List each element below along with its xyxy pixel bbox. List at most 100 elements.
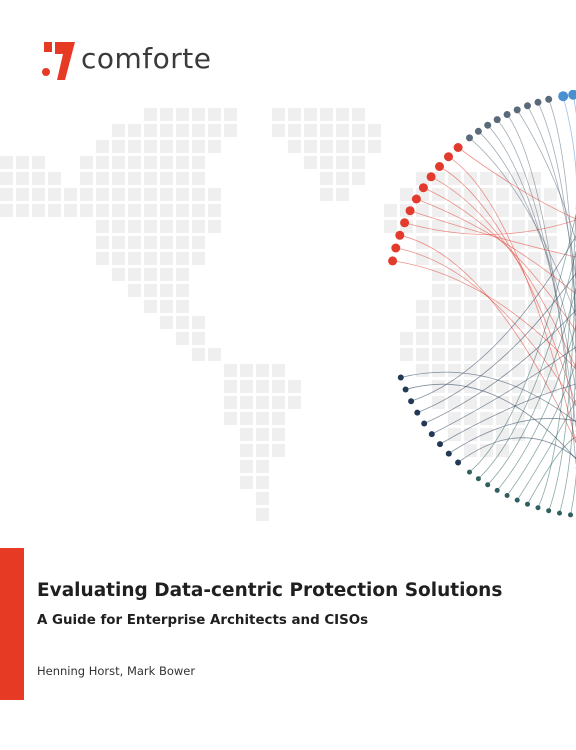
network-link bbox=[570, 325, 576, 515]
map-tile bbox=[144, 188, 157, 201]
map-tile bbox=[48, 204, 61, 217]
network-node bbox=[474, 127, 482, 135]
map-tile bbox=[336, 172, 349, 185]
network-node bbox=[493, 116, 501, 124]
map-tile bbox=[144, 140, 157, 153]
document-subtitle: A Guide for Enterprise Architects and CI… bbox=[37, 613, 369, 628]
map-tile bbox=[208, 108, 221, 121]
map-tile bbox=[480, 172, 493, 185]
network-node bbox=[504, 493, 510, 498]
map-tile bbox=[160, 188, 173, 201]
map-tile bbox=[448, 396, 461, 409]
map-tile bbox=[480, 380, 493, 393]
map-tile bbox=[192, 108, 205, 121]
map-tile bbox=[496, 188, 509, 201]
map-tile bbox=[192, 124, 205, 137]
accent-bar bbox=[0, 548, 24, 700]
network-node bbox=[426, 172, 436, 182]
map-tile bbox=[384, 204, 397, 217]
map-tile bbox=[480, 188, 493, 201]
map-tile bbox=[432, 236, 445, 249]
map-tile bbox=[368, 140, 381, 153]
map-tile bbox=[448, 252, 461, 265]
map-tile bbox=[480, 268, 493, 281]
map-tile bbox=[272, 124, 285, 137]
network-node bbox=[568, 512, 573, 518]
map-tile bbox=[144, 236, 157, 249]
map-tile bbox=[464, 300, 477, 313]
map-tile bbox=[464, 332, 477, 345]
map-tile bbox=[288, 124, 301, 137]
map-tile bbox=[96, 220, 109, 233]
map-tile bbox=[480, 220, 493, 233]
map-tile bbox=[464, 236, 477, 249]
map-tile bbox=[480, 236, 493, 249]
map-tile bbox=[464, 220, 477, 233]
map-tile bbox=[448, 348, 461, 361]
network-link bbox=[423, 187, 576, 332]
map-tile bbox=[48, 172, 61, 185]
map-tile bbox=[288, 396, 301, 409]
network-link bbox=[392, 260, 576, 370]
map-tile bbox=[192, 348, 205, 361]
map-tile bbox=[224, 124, 237, 137]
network-link bbox=[496, 325, 576, 491]
map-tile bbox=[528, 172, 541, 185]
network-link bbox=[448, 418, 576, 454]
map-tile bbox=[80, 204, 93, 217]
network-link bbox=[404, 219, 576, 235]
network-node bbox=[485, 482, 491, 488]
network-link bbox=[516, 109, 576, 242]
map-tile bbox=[512, 220, 525, 233]
network-graph-illustration bbox=[388, 90, 576, 518]
map-tile bbox=[400, 332, 413, 345]
map-tile bbox=[16, 156, 29, 169]
map-tile bbox=[464, 188, 477, 201]
map-tile bbox=[512, 348, 525, 361]
map-tile bbox=[144, 284, 157, 297]
map-tile bbox=[272, 380, 285, 393]
map-tile bbox=[208, 140, 221, 153]
network-node bbox=[466, 134, 473, 142]
map-tile bbox=[288, 140, 301, 153]
map-tile bbox=[128, 172, 141, 185]
map-tile bbox=[448, 172, 461, 185]
map-tile bbox=[128, 156, 141, 169]
map-tile bbox=[240, 476, 253, 489]
map-tile bbox=[160, 316, 173, 329]
map-tile bbox=[144, 300, 157, 313]
map-tile bbox=[240, 428, 253, 441]
network-link bbox=[400, 371, 576, 423]
map-tile bbox=[176, 156, 189, 169]
map-tile bbox=[464, 428, 477, 441]
network-node bbox=[546, 508, 552, 514]
map-tile bbox=[32, 156, 45, 169]
map-tile bbox=[480, 300, 493, 313]
map-tile bbox=[112, 140, 125, 153]
map-tile bbox=[160, 172, 173, 185]
network-link bbox=[469, 214, 576, 473]
map-tile bbox=[464, 252, 477, 265]
network-link bbox=[439, 383, 576, 445]
map-tile bbox=[192, 204, 205, 217]
comforte-logo: comforte bbox=[41, 40, 211, 84]
map-tile bbox=[240, 380, 253, 393]
network-link bbox=[562, 96, 576, 210]
network-node bbox=[391, 243, 401, 253]
map-tile bbox=[192, 188, 205, 201]
map-tile bbox=[128, 140, 141, 153]
network-link bbox=[431, 346, 576, 435]
map-tile bbox=[112, 156, 125, 169]
map-tile bbox=[144, 156, 157, 169]
map-tile bbox=[464, 172, 477, 185]
map-tile bbox=[224, 396, 237, 409]
map-tile bbox=[80, 172, 93, 185]
network-link bbox=[527, 436, 576, 505]
map-tile bbox=[32, 204, 45, 217]
map-tile bbox=[496, 348, 509, 361]
map-tile bbox=[176, 220, 189, 233]
map-tile bbox=[528, 268, 541, 281]
network-link bbox=[487, 288, 576, 486]
map-tile bbox=[240, 412, 253, 425]
network-link bbox=[548, 250, 576, 511]
